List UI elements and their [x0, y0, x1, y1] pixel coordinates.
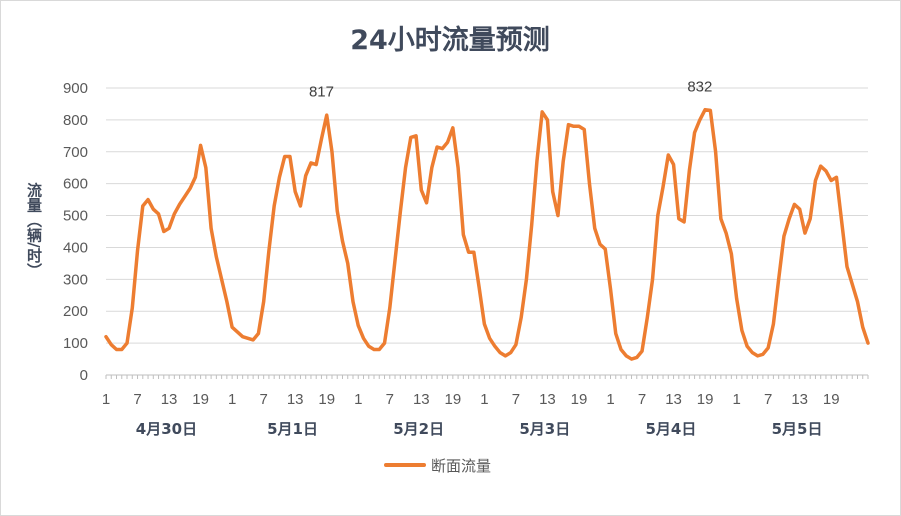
x-tick-label: 1 [606, 391, 614, 408]
x-tick-label: 13 [791, 391, 808, 408]
x-tick-label: 19 [571, 391, 588, 408]
x-tick-label: 7 [512, 391, 520, 408]
chart-title: 24小时流量预测 [350, 25, 550, 56]
x-axis [105, 374, 869, 379]
series-layer [104, 107, 870, 361]
x-tick-label: 19 [444, 391, 461, 408]
x-tick-label: 1 [354, 391, 362, 408]
series-line-duanmian-liuliang [104, 107, 870, 361]
x-axis-day-labels: 4月30日 5月1日 5月2日 5月3日 5月4日 5月5日 [136, 420, 823, 438]
x-tick-label: 13 [287, 391, 304, 408]
x-tick-label: 19 [823, 391, 840, 408]
y-axis-label: 流量（辆/时） [25, 181, 43, 277]
day-label: 4月30日 [136, 420, 197, 438]
x-tick-label: 7 [259, 391, 267, 408]
y-tick-label: 800 [63, 112, 88, 129]
y-tick-label: 700 [63, 144, 88, 161]
x-tick-label: 13 [539, 391, 556, 408]
x-tick-label: 1 [228, 391, 236, 408]
day-label: 5月4日 [645, 420, 696, 438]
y-tick-label: 400 [63, 239, 88, 256]
day-label: 5月1日 [267, 420, 318, 438]
data-labels: 817 832 [309, 79, 712, 101]
x-tick-label: 1 [480, 391, 488, 408]
y-tick-label: 200 [63, 303, 88, 320]
x-tick-label: 7 [386, 391, 394, 408]
x-tick-label: 1 [102, 391, 110, 408]
x-tick-label: 13 [665, 391, 682, 408]
y-tick-label: 0 [80, 367, 88, 384]
grid-lines [106, 87, 868, 344]
day-label: 5月2日 [393, 420, 444, 438]
legend-label: 断面流量 [431, 457, 491, 475]
y-tick-label: 100 [63, 335, 88, 352]
x-tick-label: 13 [413, 391, 430, 408]
x-tick-label: 1 [732, 391, 740, 408]
x-tick-label: 7 [638, 391, 646, 408]
x-tick-label: 19 [192, 391, 209, 408]
x-tick-label: 19 [697, 391, 714, 408]
x-axis-ticks: 1 7 13 19 1 7 13 19 1 7 13 19 1 7 13 19 1 7 13 19 1 7 13 19 [102, 391, 840, 408]
data-label: 832 [687, 79, 712, 96]
x-tick-label: 19 [318, 391, 335, 408]
legend: 断面流量 [384, 457, 491, 475]
y-tick-label: 500 [63, 208, 88, 225]
x-tick-label: 13 [161, 391, 178, 408]
y-axis-ticks: 0 100 200 300 400 500 600 700 800 900 [63, 80, 88, 384]
x-tick-label: 7 [133, 391, 141, 408]
y-tick-label: 600 [63, 176, 88, 193]
y-tick-label: 300 [63, 271, 88, 288]
day-label: 5月5日 [772, 420, 823, 438]
x-tick-label: 7 [764, 391, 772, 408]
data-label: 817 [309, 83, 334, 100]
y-tick-label: 900 [63, 80, 88, 97]
day-label: 5月3日 [519, 420, 570, 438]
